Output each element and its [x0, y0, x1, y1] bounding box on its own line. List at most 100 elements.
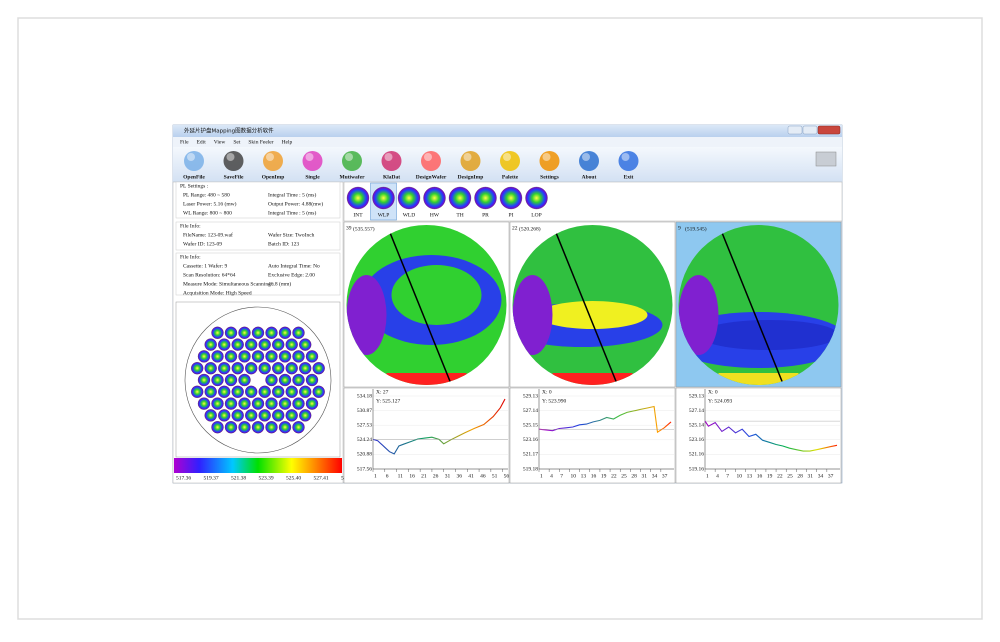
thumbnail[interactable]	[448, 186, 472, 210]
toolbar-icon[interactable]	[184, 151, 204, 171]
map-zone	[346, 275, 387, 355]
map-index: 9	[678, 225, 681, 231]
maximize-button[interactable]	[802, 125, 818, 135]
toolbar-icon[interactable]	[342, 151, 362, 171]
toolbar-label[interactable]: About	[582, 174, 597, 180]
cursor-y: Y: 525.127	[376, 398, 400, 404]
toolbar-label[interactable]: DesignWafer	[416, 174, 447, 180]
info-text: Batch ID: 123	[268, 241, 299, 247]
toolbar-label[interactable]: Mutiwafer	[339, 174, 365, 180]
minimize-button[interactable]	[787, 125, 803, 135]
toolbar-label[interactable]: Palette	[502, 174, 519, 180]
palette-label: 523.39	[259, 475, 274, 481]
y-tick-label: 524.24	[357, 437, 372, 443]
x-tick-label: 1	[374, 473, 377, 479]
y-tick-label: 527.53	[357, 422, 372, 428]
wafer-chip	[265, 326, 278, 339]
wafer-chip	[251, 421, 265, 434]
map-coord: (519.545)	[685, 225, 707, 232]
y-tick-label: 529.13	[689, 393, 704, 399]
menu-item[interactable]: Edit	[197, 139, 207, 145]
x-tick-label: 41	[468, 473, 474, 479]
chart-panel	[343, 387, 510, 484]
toolbar-label[interactable]: OpenFile	[183, 174, 205, 180]
toolbar-icon[interactable]	[263, 151, 283, 171]
wafer-chip	[278, 373, 292, 387]
toolbar-label[interactable]: Settings	[540, 174, 559, 180]
x-tick-label: 22	[611, 473, 617, 479]
info-box	[175, 181, 341, 219]
x-tick-label: 19	[601, 473, 607, 479]
x-tick-label: 7	[560, 473, 563, 479]
info-text: PL Range: 480 ~ 580	[183, 192, 230, 198]
wafer-chip	[224, 397, 238, 410]
toolbar-label[interactable]: SaveFile	[224, 174, 244, 180]
toolbar-icon[interactable]	[579, 151, 599, 171]
x-tick-label: 13	[581, 473, 587, 479]
wafer-chip	[197, 350, 211, 363]
wafer-chip	[245, 338, 258, 351]
toolbar-label[interactable]: DesignImp	[458, 174, 484, 180]
data-line	[704, 420, 838, 452]
wafer-chip	[251, 350, 265, 363]
thumbnail[interactable]	[423, 186, 446, 210]
toolbar-label[interactable]: OpenImp	[262, 174, 285, 180]
y-tick-label: 520.88	[357, 452, 372, 458]
toolbar-label[interactable]: Single	[305, 174, 320, 180]
menu-item[interactable]: View	[214, 139, 226, 145]
palette-label: 517.36	[176, 475, 191, 481]
x-tick-label: 16	[757, 473, 763, 479]
cursor-x: X: 0	[542, 389, 552, 395]
wafer-chip	[238, 373, 251, 387]
menu-item[interactable]: Help	[282, 139, 293, 145]
wafer-chip	[224, 350, 238, 363]
x-tick-label: 34	[818, 473, 824, 479]
x-tick-label: 31	[808, 473, 814, 479]
close-button[interactable]	[817, 125, 841, 135]
wafer-chip	[204, 338, 217, 351]
x-tick-label: 1	[706, 473, 709, 479]
thumbnail[interactable]	[397, 186, 421, 210]
toolbar-icon[interactable]	[223, 151, 244, 171]
y-tick-label: 527.14	[689, 408, 704, 414]
thumbnail[interactable]	[346, 186, 370, 210]
y-tick-label: 519.16	[689, 466, 704, 472]
menu-item[interactable]: Set	[233, 139, 241, 145]
wafer-chip	[218, 338, 231, 351]
map-zone	[698, 320, 839, 350]
map-edge	[386, 373, 467, 385]
toolbar-label[interactable]: Exit	[624, 174, 634, 180]
wafer-chip	[211, 350, 224, 363]
palette-bar	[174, 458, 342, 473]
thumbnail[interactable]	[474, 186, 497, 210]
menu-item[interactable]: Skin Feeler	[248, 139, 273, 145]
wafer-chip	[238, 397, 251, 410]
map-coord: (520.268)	[519, 225, 541, 232]
toolbar-icon[interactable]	[302, 151, 323, 171]
toolbar-icon[interactable]	[500, 151, 520, 171]
toolbar-label[interactable]: KlaDat	[383, 174, 400, 180]
info-text: Output Power: 4.88(mw)	[268, 200, 323, 207]
thumbnail[interactable]	[372, 186, 395, 210]
wafer-chip	[312, 385, 325, 398]
menu-item[interactable]: File	[180, 139, 189, 145]
toolbar-icon[interactable]	[381, 151, 402, 171]
toolbar-icon-shine	[503, 153, 511, 161]
toolbar-icon[interactable]	[460, 151, 481, 171]
wafer-chip	[218, 409, 231, 422]
toolbar-icon[interactable]	[421, 151, 441, 171]
thumbnail[interactable]	[525, 186, 548, 210]
info-heading: File Info:	[180, 222, 201, 229]
toolbar-icon[interactable]	[618, 151, 639, 171]
x-tick-label: 37	[828, 473, 834, 479]
info-text: 46.8 (mm)	[268, 280, 291, 287]
thumbnail-label: TH	[456, 212, 463, 218]
toolbar-icon-shine	[226, 153, 235, 161]
thumbnail-label: HW	[430, 212, 440, 218]
thumbnail[interactable]	[499, 186, 523, 210]
info-text: Exclusive Edge: 2.00	[268, 272, 315, 278]
wafer-chip	[211, 326, 224, 339]
toolbar-icon[interactable]	[539, 151, 560, 171]
wafer-chip	[278, 350, 292, 363]
